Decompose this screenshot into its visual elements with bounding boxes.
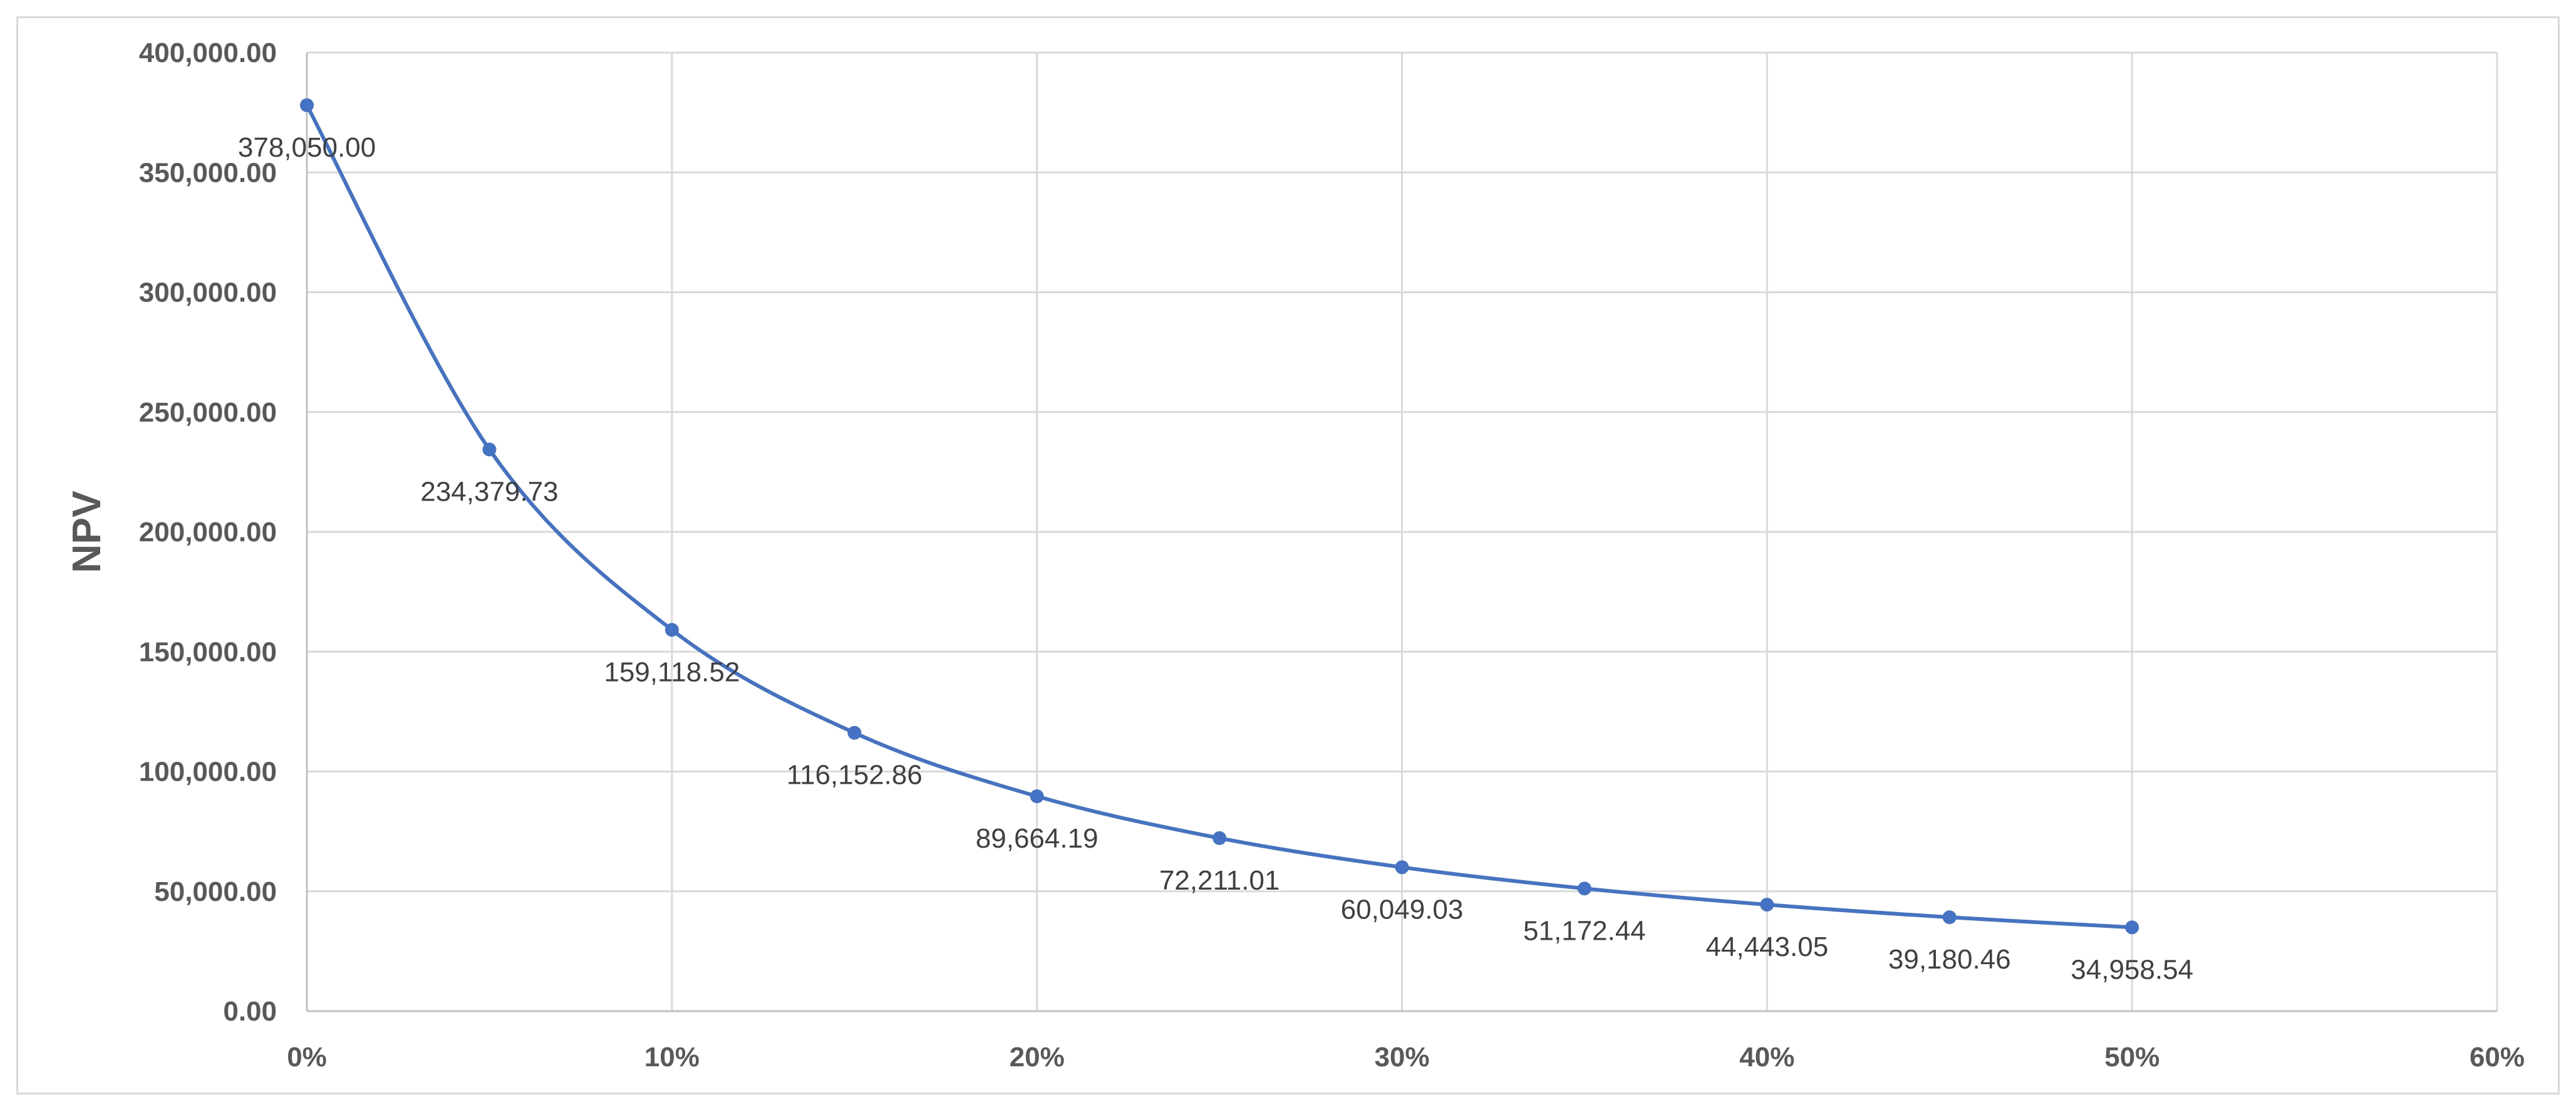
data-label: 159,118.52 [604,657,740,687]
y-axis-title: NPV [64,491,109,573]
data-point [665,623,679,637]
chart-area [16,16,2560,1094]
x-tick-label: 10% [644,1042,700,1073]
x-tick-label: 60% [2470,1042,2525,1073]
data-point [1030,789,1044,804]
data-point [300,98,314,112]
data-point [1395,860,1409,875]
y-tick-label: 400,000.00 [139,38,277,68]
y-tick-label: 200,000.00 [139,517,277,548]
data-point [1942,910,1957,925]
y-tick-label: 50,000.00 [154,876,277,907]
y-tick-label: 300,000.00 [139,278,277,308]
x-tick-label: 50% [2104,1042,2160,1073]
data-point [482,442,497,457]
data-point [1760,898,1774,912]
data-label: 89,664.19 [976,823,1099,854]
data-label: 44,443.05 [1705,932,1828,962]
axes: 0.00 50,000.00 100,000.00 150,000.00 200,000… [139,38,2525,1073]
data-label: 234,379.73 [420,476,558,507]
data-label: 34,958.54 [2071,954,2193,985]
series-npv [300,98,2139,935]
y-tick-label: 250,000.00 [139,397,277,428]
x-tick-label: 30% [1374,1042,1429,1073]
y-tick-label: 150,000.00 [139,637,277,667]
y-tick-label: 100,000.00 [139,757,277,787]
data-label: 39,180.46 [1888,944,2011,975]
y-tick-label: 350,000.00 [139,157,277,188]
x-tick-label: 20% [1010,1042,1065,1073]
data-label: 378,050.00 [238,132,376,163]
series-line [305,104,2133,930]
gridlines [307,51,2498,1011]
data-labels: 378,050.00 234,379.73 159,118.52 116,152.86… [238,132,2193,985]
data-label: 116,152.86 [787,760,923,791]
data-point [1577,881,1591,896]
data-label: 51,172.44 [1523,915,1646,946]
x-tick-label: 0% [287,1042,327,1073]
data-point [2125,920,2139,935]
y-tick-label: 0.00 [223,996,277,1027]
data-point [847,725,862,740]
x-tick-label: 40% [1739,1042,1794,1073]
data-label: 72,211.01 [1159,865,1280,896]
data-label: 60,049.03 [1341,894,1464,925]
data-point [1213,831,1227,845]
